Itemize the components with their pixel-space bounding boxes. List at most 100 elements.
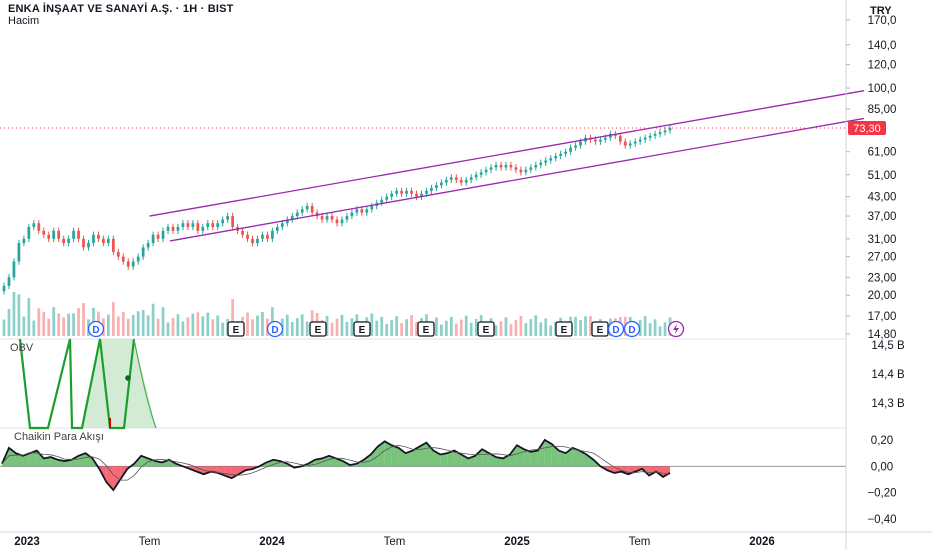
- earnings-marker: [353, 321, 371, 337]
- candle: [415, 193, 418, 197]
- volume-bar: [82, 303, 85, 336]
- candle: [67, 238, 70, 244]
- cmf-area: [391, 445, 399, 467]
- event-marker-letter: E: [359, 325, 366, 336]
- candle: [350, 212, 354, 217]
- volume-bar: [519, 316, 523, 336]
- candle: [504, 165, 508, 168]
- candle: [107, 238, 110, 244]
- volume-bar: [285, 314, 289, 336]
- candle: [22, 238, 26, 244]
- candle: [156, 234, 160, 239]
- volume-bar: [141, 310, 145, 336]
- candle: [569, 147, 572, 152]
- volume-bar: [126, 318, 130, 336]
- cmf-area: [36, 450, 44, 467]
- obv-tick-label: 14,5 B: [871, 340, 905, 352]
- cmf-area: [440, 453, 448, 467]
- volume-bar: [663, 322, 667, 336]
- candle: [57, 230, 61, 239]
- event-marker-letter: E: [233, 325, 240, 336]
- candle: [72, 230, 75, 239]
- volume-bar: [375, 320, 379, 336]
- candle: [295, 212, 299, 217]
- cmf-tick-label: 0,00: [871, 461, 893, 473]
- candle: [355, 209, 359, 213]
- candle: [509, 165, 513, 168]
- volume-bar: [579, 320, 582, 336]
- cmf-area: [663, 466, 670, 477]
- volume-bar: [494, 325, 498, 336]
- price-tick-label: 120,0: [868, 60, 897, 72]
- cmf-area: [447, 450, 455, 467]
- candle: [544, 160, 548, 163]
- volume-bar: [251, 319, 254, 336]
- volume-bar: [186, 317, 190, 336]
- time-tick-label: Tem: [384, 536, 406, 548]
- candle: [62, 238, 66, 244]
- price-tick-label: 61,00: [868, 147, 897, 159]
- last-price-label: 73,30: [853, 123, 881, 135]
- time-tick-label: 2026: [749, 536, 775, 548]
- price-tick-label: 140,0: [868, 40, 897, 52]
- volume-bar: [146, 315, 150, 336]
- candle: [618, 135, 622, 142]
- candle: [430, 188, 433, 191]
- candle: [663, 130, 667, 133]
- event-marker-earnings: E: [417, 321, 435, 337]
- candle: [484, 169, 488, 173]
- volume-bar: [246, 312, 249, 336]
- candle: [7, 277, 11, 286]
- event-marker-letter: E: [423, 325, 430, 336]
- event-marker-letter: E: [315, 325, 322, 336]
- channel-lower-line: [169, 117, 865, 242]
- cmf-area: [363, 454, 371, 467]
- candle: [400, 190, 403, 194]
- candle: [435, 185, 438, 189]
- candle: [479, 172, 483, 175]
- volume-bar: [2, 319, 6, 336]
- volume-bar: [544, 318, 548, 336]
- candle: [77, 230, 80, 239]
- candle: [131, 261, 135, 267]
- cmf-pane-label: Chaikin Para Akışı: [14, 431, 104, 443]
- candle: [32, 223, 36, 227]
- volume-bar: [449, 316, 453, 336]
- candle: [300, 209, 304, 213]
- volume-bar: [469, 322, 473, 336]
- currency-label[interactable]: TRY: [870, 5, 892, 17]
- candle: [638, 139, 642, 142]
- obv-pane-label: OBV: [10, 342, 34, 354]
- candle: [176, 226, 180, 231]
- price-tick-label: 85,00: [868, 104, 897, 116]
- candle: [405, 190, 408, 194]
- volume-bar: [454, 323, 458, 336]
- price-tick-label: 51,00: [868, 170, 897, 182]
- volume-bar: [405, 319, 408, 336]
- volume-bar: [161, 307, 165, 336]
- candle: [524, 169, 528, 173]
- earnings-marker: [227, 321, 245, 337]
- cmf-tick-label: −0,20: [867, 488, 896, 500]
- candle: [599, 139, 602, 142]
- volume-bar: [216, 315, 220, 336]
- earnings-marker: [417, 321, 435, 337]
- volume-bar: [72, 313, 75, 336]
- volume-bar: [32, 320, 36, 336]
- volume-bar: [107, 314, 110, 336]
- earnings-marker: [555, 321, 573, 337]
- event-marker-earnings: E: [309, 321, 327, 337]
- cmf-area: [475, 449, 483, 467]
- volume-bar: [191, 313, 195, 336]
- cmf-area: [22, 453, 30, 467]
- candle: [141, 247, 145, 257]
- volume-bar: [529, 319, 533, 336]
- volume-bar: [151, 303, 155, 336]
- candle: [116, 251, 120, 257]
- volume-bar: [156, 318, 160, 336]
- candle: [305, 206, 309, 210]
- candle: [82, 238, 85, 248]
- event-marker-letter: D: [612, 325, 619, 336]
